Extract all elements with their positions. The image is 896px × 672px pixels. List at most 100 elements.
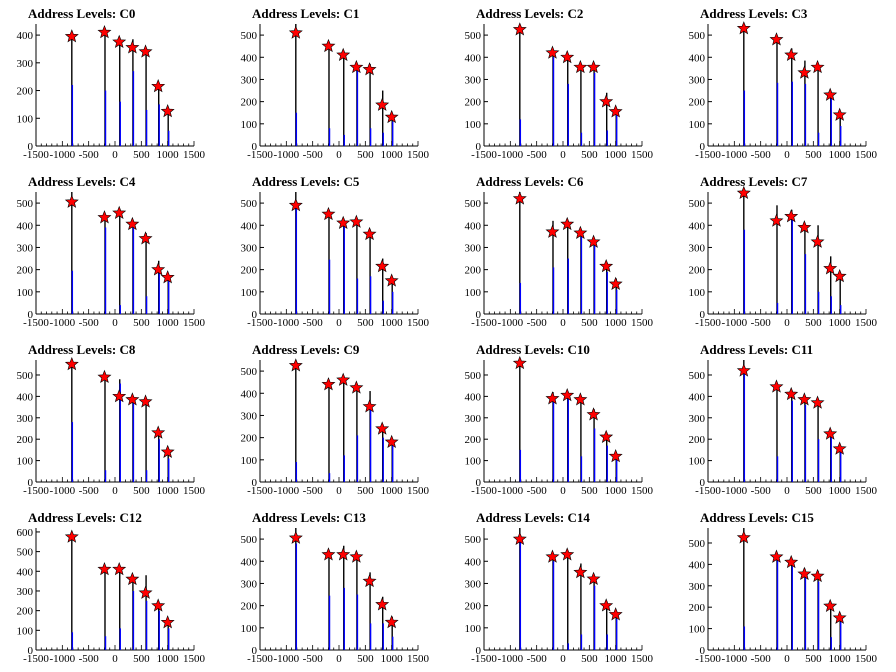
star-marker xyxy=(138,231,153,245)
y-tick-label: 300 xyxy=(689,74,706,86)
star-marker xyxy=(832,441,847,455)
bar-black xyxy=(382,258,384,314)
x-tick-label: -500 xyxy=(527,653,548,665)
bar-blue xyxy=(830,296,832,314)
bar-black xyxy=(743,24,745,146)
star-marker xyxy=(112,205,127,220)
y-tick-label: 0 xyxy=(252,477,258,489)
bar-black xyxy=(145,399,147,482)
x-tick-label: 1000 xyxy=(157,653,180,665)
x-tick-label: 1500 xyxy=(631,317,654,329)
bar-blue xyxy=(343,225,345,314)
x-tick-label: 1500 xyxy=(407,485,430,497)
star-marker xyxy=(736,530,751,544)
star-marker xyxy=(832,268,847,283)
star-marker xyxy=(545,224,560,238)
y-tick-label: 300 xyxy=(689,581,706,593)
bar-blue xyxy=(616,289,618,314)
star-marker xyxy=(599,258,614,273)
chart-panel: Address Levels: C14 0 100 200 300 400 500 -1500… xyxy=(465,510,654,665)
chart-title: Address Levels: C4 xyxy=(28,174,136,189)
bar-black xyxy=(606,92,608,146)
x-tick-label: 1500 xyxy=(631,149,654,161)
bar-blue xyxy=(616,618,618,650)
star-marker xyxy=(823,261,838,275)
x-tick-label: 0 xyxy=(336,653,342,665)
x-tick-label: 1000 xyxy=(605,317,628,329)
star-marker xyxy=(810,395,825,409)
x-tick-label: -1500 xyxy=(247,485,273,497)
bar-blue xyxy=(382,132,384,146)
x-tick-label: -500 xyxy=(751,485,772,497)
y-tick-label: 200 xyxy=(689,602,706,614)
star-marker xyxy=(573,225,588,239)
chart-title: Address Levels: C13 xyxy=(252,510,366,525)
x-tick-label: 500 xyxy=(357,149,374,161)
chart-title: Address Levels: C15 xyxy=(700,510,814,525)
x-tick-label: -1000 xyxy=(273,485,299,497)
bar-blue xyxy=(593,428,596,482)
star-marker xyxy=(512,531,527,546)
x-tick-label: -500 xyxy=(527,317,548,329)
y-tick-label: 100 xyxy=(241,623,258,635)
bar-black xyxy=(71,531,73,650)
bar-blue xyxy=(104,90,107,146)
bar-blue xyxy=(791,81,793,146)
bar-blue xyxy=(743,90,746,146)
x-tick-label: 0 xyxy=(784,149,790,161)
bar-blue xyxy=(616,458,618,482)
bar-blue xyxy=(743,626,746,650)
star-marker xyxy=(362,226,377,241)
bar-blue xyxy=(804,577,807,650)
x-tick-label: 500 xyxy=(805,653,822,665)
bar-black xyxy=(817,225,819,314)
bar-blue xyxy=(817,132,820,146)
chart-title: Address Levels: C1 xyxy=(252,6,359,21)
x-tick-label: 500 xyxy=(581,317,598,329)
bar-black xyxy=(580,63,582,146)
bar-blue xyxy=(776,302,779,314)
bar-blue xyxy=(791,400,793,482)
star-marker xyxy=(375,258,390,273)
bar-blue xyxy=(104,470,107,482)
bar-blue xyxy=(817,581,820,650)
star-marker xyxy=(784,209,799,223)
star-marker xyxy=(573,565,588,579)
bar-blue xyxy=(392,444,394,482)
chart-panel: Address Levels: C0 0 100 200 300 400 -1500 -100… xyxy=(17,6,206,161)
bar-blue xyxy=(119,628,121,650)
bar-black xyxy=(71,360,73,482)
x-tick-label: 1500 xyxy=(183,485,206,497)
bar-blue xyxy=(776,82,779,146)
bar-blue xyxy=(830,637,832,650)
chart-title: Address Levels: C14 xyxy=(476,510,590,525)
star-marker xyxy=(151,262,166,276)
chart-panel: Address Levels: C40100200300400500-1500-… xyxy=(17,174,206,329)
x-tick-label: -1500 xyxy=(695,653,721,665)
star-marker xyxy=(151,425,166,439)
star-marker xyxy=(384,434,399,449)
x-tick-label: 0 xyxy=(112,149,118,161)
bar-blue xyxy=(71,632,74,650)
bar-blue xyxy=(840,449,842,482)
y-tick-label: 500 xyxy=(241,198,258,210)
star-marker xyxy=(560,387,575,402)
x-tick-label: 1500 xyxy=(631,653,654,665)
star-marker xyxy=(608,104,623,118)
x-tick-label: 0 xyxy=(560,317,566,329)
star-marker xyxy=(336,215,351,229)
x-tick-label: -1000 xyxy=(497,317,523,329)
x-tick-label: 1500 xyxy=(407,149,430,161)
star-marker xyxy=(384,273,399,287)
bar-blue xyxy=(392,121,394,146)
x-tick-label: -500 xyxy=(79,653,100,665)
x-tick-label: 0 xyxy=(336,317,342,329)
bar-blue xyxy=(119,305,121,314)
bar-blue xyxy=(119,101,121,146)
bar-black xyxy=(382,90,384,146)
bar-blue xyxy=(804,254,807,314)
bar-blue xyxy=(369,128,372,146)
x-tick-label: 0 xyxy=(336,149,342,161)
bar-black xyxy=(519,24,521,146)
star-marker xyxy=(586,59,601,74)
